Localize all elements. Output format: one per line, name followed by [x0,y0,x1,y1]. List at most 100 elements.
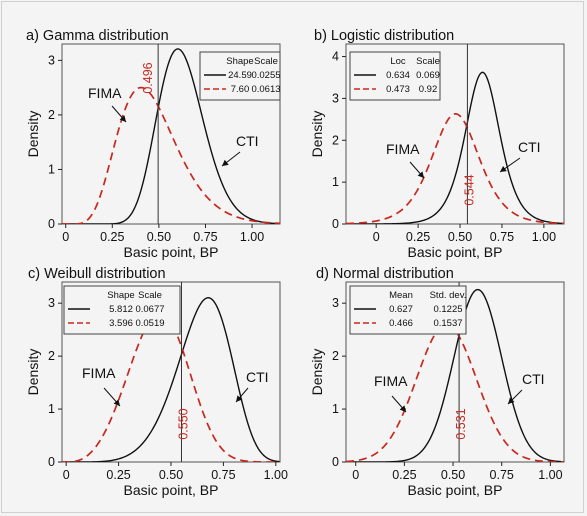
panel-b-ytick-label: 1 [332,175,339,189]
panel-d-legend-value: 0.627 [389,304,413,315]
panel-a-xtick-label: 0.25 [100,230,124,244]
panel-a-plot-frame [61,43,281,225]
panel-b-ytick-label: 4 [332,50,339,64]
panel-c-curve-cti [62,297,280,462]
panel-b-ytick-label: 3 [332,91,339,105]
panel-b-ytick-label: 0 [332,217,339,231]
panel-c-legend-box [63,285,181,335]
panel-b-annotation-cti: CTI [518,139,541,155]
panel-c-annotation-cti: CTI [246,369,269,385]
panel-b-legend-header: Loc [390,56,406,67]
panel-c-curve-fima [62,311,280,462]
panel-b-legend-value: 0.069 [416,70,440,81]
panel-c-ytick-label: 0 [48,455,55,469]
panel-b-annotation-cti-arrowhead [500,165,507,172]
panel-b-ytick-label: 2 [332,133,339,147]
panel-a-title: a) Gamma distribution [26,28,169,44]
panel-b-xtick-label: 1.00 [532,230,556,244]
panel-a-ytick-label: 3 [48,53,55,67]
panel-b-xlabel: Basic point, BP [408,244,503,260]
panel-a-annotation-cti-arrowhead [222,159,229,166]
panel-a-ytick-label: 1 [48,162,55,176]
panel-a-legend-box [199,51,281,101]
panel-b-legend-value: 0.634 [386,70,410,81]
panel-a-legend-value: 0.0613 [251,84,280,95]
panel-a-legend-value: 7.60 [231,84,250,95]
panel-c-legend-header: Scale [138,290,162,301]
panel-d-xtick-label: 0.50 [441,468,465,482]
panel-a-annotation-fima-arrowhead [119,115,126,122]
panel-c-title: c) Weibull distribution [28,266,166,282]
panel-b-annotation-fima-arrowhead [417,171,424,178]
panel-b-plot-frame [345,43,565,225]
panel-d-legend-header: Mean [389,290,413,301]
panel-a-ylabel: Density [25,111,41,158]
panel-c-xtick-label: 0.25 [106,468,130,482]
panel-c-ytick-label: 2 [48,349,55,363]
panel-b-legend-box [349,51,441,101]
panel-d-legend-box [349,285,467,335]
panel-b-intersection-label: 0.544 [462,174,476,205]
panel-c-xtick-label: 1.00 [264,468,288,482]
panel-b-curve-fima [346,113,564,224]
panel-d-xtick-label: 0.75 [490,468,514,482]
panel-d-ytick-label: 0 [332,455,339,469]
panel-d-annotation-cti-arrowhead [508,397,515,404]
panel-d-annotation-fima-arrowhead [399,405,406,412]
panel-d-ytick-label: 2 [332,349,339,363]
panel-d-intersection-label: 0.531 [454,408,468,439]
panel-d-ytick-label: 3 [332,296,339,310]
panel-a-xtick-label: 0.75 [193,230,217,244]
panel-d-curve-fima [346,323,564,462]
panel-a-legend-header: Shape [226,56,253,67]
panel-a-legend-header: Scale [254,56,278,67]
panel-a-legend-value: 0.0255 [251,70,280,81]
panel-d-xtick-label: 1.00 [538,468,562,482]
panel-b-xtick-label: 0 [373,230,380,244]
panel-a-annotation-cti: CTI [236,133,259,149]
panel-a-xtick-label: 1.00 [240,230,264,244]
panel-d-xlabel: Basic point, BP [408,482,503,498]
panel-b-xtick-label: 0.25 [406,230,430,244]
panel-d-xtick-label: 0 [352,468,359,482]
panel-a-legend-value: 24.59 [228,70,252,81]
panel-c-legend-value: 0.0519 [135,318,164,329]
panel-d-curve-cti [346,288,564,462]
panel-a-curve-fima [62,86,280,224]
panel-c-ytick-label: 1 [48,402,55,416]
panel-c-xtick-label: 0.50 [159,468,183,482]
panel-b-curve-cti [346,71,564,224]
panel-a-xlabel: Basic point, BP [124,244,219,260]
panel-a-ytick-label: 2 [48,108,55,122]
panel-c-xtick-label: 0 [63,468,70,482]
panel-b-title: b) Logistic distribution [314,28,454,44]
panel-a-annotation-fima: FIMA [88,85,122,101]
panel-a-xtick-label: 0 [62,230,69,244]
panel-d-plot-frame [345,281,565,463]
panel-a-xtick-label: 0.50 [147,230,171,244]
panel-c-xlabel: Basic point, BP [124,482,219,498]
panel-b-xtick-label: 0.50 [448,230,472,244]
panel-d-xtick-label: 0.25 [392,468,416,482]
panel-c-ylabel: Density [25,349,41,396]
panel-c-xtick-label: 0.75 [211,468,235,482]
panel-b-legend-value: 0.92 [419,84,438,95]
panel-d-legend-value: 0.1225 [433,304,462,315]
panel-c-legend-header: Shape [107,290,134,301]
panel-c-annotation-fima-arrowhead [113,399,120,406]
panel-a-ytick-label: 0 [48,217,55,231]
panel-b-annotation-fima: FIMA [386,141,420,157]
panel-b-legend-value: 0.473 [386,84,410,95]
panel-b-legend-header: Scale [416,56,440,67]
panel-c-ytick-label: 3 [48,296,55,310]
panel-c-legend-value: 3.596 [109,318,133,329]
panel-c-legend-value: 0.0677 [135,304,164,315]
panel-d-legend-value: 0.1537 [433,318,462,329]
panel-b-ylabel: Density [309,111,325,158]
panel-c-legend-value: 5.812 [109,304,133,315]
panel-d-ylabel: Density [309,349,325,396]
panel-d-legend-value: 0.466 [389,318,413,329]
panel-c-annotation-cti-arrowhead [236,395,243,402]
panel-a-intersection-label: 0.496 [141,62,155,93]
